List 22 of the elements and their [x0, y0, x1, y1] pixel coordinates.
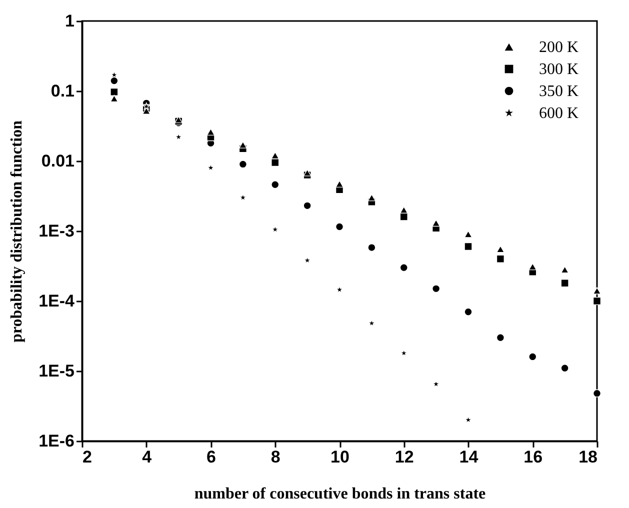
- x-tick-label: 8: [270, 448, 280, 466]
- x-tick-label: 12: [394, 448, 414, 466]
- x-tick-label: 16: [524, 448, 543, 466]
- y-tick-label: 0.1: [50, 82, 74, 100]
- y-axis-title: probability distribution function: [8, 120, 26, 342]
- y-tick-label: 1E-4: [38, 292, 76, 310]
- legend-label: 200 K: [539, 39, 579, 56]
- x-axis-title: number of consecutive bonds in trans state: [194, 486, 486, 502]
- legend-label: 350 K: [539, 83, 579, 100]
- y-tick-label: 1E-6: [38, 432, 74, 450]
- x-tick-label: 4: [142, 448, 152, 466]
- legend-label: 600 K: [539, 105, 579, 122]
- x-tick-label: 6: [206, 448, 216, 466]
- x-tick-label: 14: [459, 448, 479, 466]
- y-tick-label: 1: [65, 12, 74, 30]
- x-tick-label: 2: [82, 448, 92, 466]
- y-tick-label: 1E-5: [38, 362, 74, 380]
- x-tick-label: 18: [578, 448, 598, 466]
- legend-label: 300 K: [539, 61, 579, 78]
- y-tick-label: 0.01: [41, 152, 74, 170]
- y-tick-label: 1E-3: [38, 222, 74, 240]
- x-tick-label: 10: [330, 448, 350, 466]
